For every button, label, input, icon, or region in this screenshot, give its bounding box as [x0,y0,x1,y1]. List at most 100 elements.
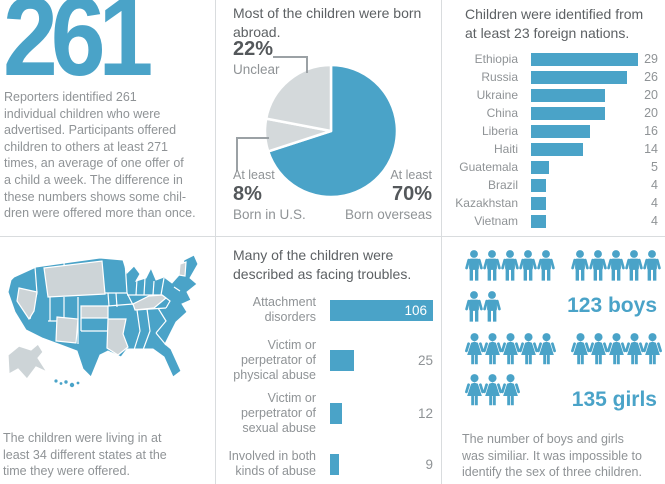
panel-foreign-nations: Children were identified from at least 2… [442,0,665,237]
girls-icon-row [462,333,665,365]
nation-label: Kazakhstan [455,196,518,210]
male-icon [642,250,662,281]
male-icon [482,291,502,322]
unclear-text: Unclear [233,62,280,77]
born-us-percent: 8% [233,183,262,205]
us-states-map [7,254,199,388]
label-born-overseas: At least 70% Born overseas [345,168,432,223]
nation-label: Ethiopia [474,52,518,66]
connector-line-born-us [236,137,269,171]
nation-label: Brazil [487,178,518,192]
nation-label: Guatemala [459,160,518,174]
born-overseas-percent: 70% [391,183,432,205]
icon-group [462,333,557,365]
nation-value: 16 [644,124,658,138]
nations-bar-chart: Ethiopia 29 Russia 26 Ukraine 20 China 20 Liberi… [442,50,665,230]
trouble-value: 12 [417,405,433,421]
trouble-value: 25 [417,352,433,368]
troubles-title: Many of the children were described as f… [233,247,412,282]
map-description: The children were living in at least 34 … [3,431,167,479]
nation-value: 26 [644,70,658,84]
trouble-label: Involved in both kinds of abuse [228,449,316,478]
pie-slice [264,63,333,133]
pie-title: Most of the children were born abroad. [233,5,422,40]
trouble-row: Victim or perpetrator of sexual abuse 12 [216,387,439,439]
nation-label: China [486,106,518,120]
gray-states [16,260,187,356]
nation-bar [531,52,638,66]
female-icon [536,333,557,365]
nation-bar [531,196,546,210]
nation-value: 20 [644,88,658,102]
born-us-prefix: At least [233,168,275,182]
born-overseas-text: Born overseas [344,207,432,222]
trouble-value: 9 [425,456,433,472]
female-icon [642,333,663,365]
alaska-shape [7,343,49,380]
trouble-label: Victim or perpetrator of physical abuse [233,337,316,382]
nations-title: Children were identified from at least 2… [465,6,644,41]
trouble-bar [330,402,342,424]
pie-slice [266,63,399,199]
nation-label: Haiti [493,142,518,156]
connector-line-unclear [273,56,308,73]
nation-value: 20 [644,106,658,120]
trouble-label: Victim or perpetrator of sexual abuse [240,390,316,435]
nation-bar [531,178,546,192]
nation-value: 29 [644,52,658,66]
nation-value: 14 [644,142,658,156]
trouble-label: Attachment disorders [252,295,316,324]
nation-bar [531,124,590,138]
big-number-261: 261 [3,0,153,99]
label-born-us: At least 8% Born in U.S. [233,168,306,223]
nation-bar [531,160,549,174]
birthplace-pie-chart [263,63,399,199]
trouble-value: 106 [404,302,427,318]
nation-value: 5 [651,160,658,174]
nation-row: Haiti 14 [442,140,665,158]
panel-birthplace-pie: Most of the children were born abroad. 2… [216,0,442,237]
icon-group [568,250,662,281]
trouble-bar [330,349,354,371]
unclear-percent: 22% [233,38,274,60]
nation-bar [531,70,627,84]
trouble-bar [330,453,339,475]
panel-troubles: Many of the children were described as f… [216,237,442,484]
male-icon [536,250,556,281]
nation-row: Brazil 4 [442,176,665,194]
boys-icon-row [462,250,665,281]
icon-group [462,374,521,406]
nation-row: Ukraine 20 [442,86,665,104]
girls-count-label: 135 girls [571,388,657,411]
nation-row: Russia 26 [442,68,665,86]
boys-count-label: 123 boys [567,294,657,317]
nation-value: 4 [651,214,658,228]
panel-child-count: 261 Reporters identified 261 individual … [0,0,216,237]
trouble-row: Victim or perpetrator of physical abuse 2… [216,333,439,387]
nation-bar [531,106,605,120]
nation-row: China 20 [442,104,665,122]
nation-label: Vietnam [474,214,518,228]
nation-bar [531,88,605,102]
nation-bar [531,214,546,228]
icon-group [568,333,663,365]
boys-icon-row [462,291,514,322]
born-overseas-prefix: At least [390,168,432,182]
trouble-row: Involved in both kinds of abuse 9 [216,439,439,484]
nation-label: Russia [481,70,518,84]
girls-icon-row [462,374,532,406]
trouble-row: Attachment disorders 106 [216,287,439,333]
count-description: Reporters identified 261 individual chil… [4,90,196,221]
nation-value: 4 [651,178,658,192]
female-icon [500,374,521,406]
troubles-bar-chart: Attachment disorders 106 Victim or perpetr… [216,287,439,484]
label-unclear: 22% Unclear [233,38,280,78]
panel-states-map: The children were living in at least 34 … [0,237,216,484]
nation-row: Guatemala 5 [442,158,665,176]
hawaii-islands [54,379,80,388]
icon-group [462,250,556,281]
born-us-text: Born in U.S. [233,207,306,222]
nation-row: Liberia 16 [442,122,665,140]
nation-label: Ukraine [476,88,518,102]
